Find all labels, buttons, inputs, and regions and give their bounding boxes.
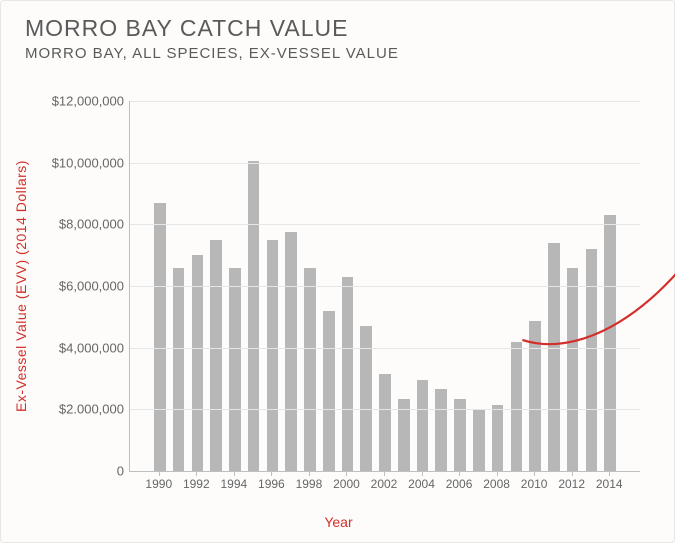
bar-2012 [567,268,579,472]
gridline [130,348,640,349]
y-tick-label: $6,000,000 [24,279,124,294]
x-tick-label: 2014 [596,477,623,491]
bar-1999 [323,311,335,471]
x-tick-label: 1994 [220,477,247,491]
x-tick-label: 2004 [408,477,435,491]
gridline [130,224,640,225]
bar-1990 [154,203,166,471]
x-tick-mark [572,471,573,476]
bar-1992 [192,255,204,471]
x-tick-mark [271,471,272,476]
y-tick-label: $12,000,000 [24,94,124,109]
x-tick-label: 1992 [183,477,210,491]
y-tick-label: $8,000,000 [24,217,124,232]
x-tick-mark [609,471,610,476]
chart-area: Ex-Vessel Value (EVV) (2014 Dollars) 0$2… [1,81,675,536]
x-tick-mark [309,471,310,476]
bar-2010 [529,321,541,471]
x-tick-label: 2000 [333,477,360,491]
x-tick-label: 2002 [371,477,398,491]
y-tick-label: $2.000,000 [24,402,124,417]
bar-1994 [229,268,241,472]
x-axis-title: Year [1,514,675,530]
x-tick-label: 1998 [296,477,323,491]
x-tick-mark [234,471,235,476]
gridline [130,163,640,164]
x-tick-mark [459,471,460,476]
bar-2013 [586,249,598,471]
bar-2000 [342,277,354,471]
chart-subtitle: MORRO BAY, ALL SPECIES, EX-VESSEL VALUE [25,45,399,62]
gridline [130,101,640,102]
x-tick-mark [384,471,385,476]
chart-title: MORRO BAY CATCH VALUE [25,15,348,42]
bar-2005 [435,389,447,471]
bar-1991 [173,268,185,472]
y-tick-label: 0 [24,464,124,479]
x-tick-label: 2010 [521,477,548,491]
x-tick-mark [534,471,535,476]
x-tick-mark [422,471,423,476]
bar-1995 [248,161,260,471]
x-tick-label: 2012 [558,477,585,491]
bar-1996 [267,240,279,471]
x-tick-mark [346,471,347,476]
bar-2009 [511,342,523,472]
bar-2014 [604,215,616,471]
bar-1998 [304,268,316,472]
chart-card: MORRO BAY CATCH VALUE MORRO BAY, ALL SPE… [0,0,675,543]
x-tick-label: 2008 [483,477,510,491]
x-tick-label: 2006 [446,477,473,491]
bar-2007 [473,409,485,471]
gridline [130,409,640,410]
bar-1993 [210,240,222,471]
gridline [130,286,640,287]
bar-2004 [417,380,429,471]
plot-area [129,101,640,472]
x-tick-mark [497,471,498,476]
y-tick-label: $4,000,000 [24,340,124,355]
x-tick-label: 1996 [258,477,285,491]
bar-1997 [285,232,297,471]
x-tick-mark [196,471,197,476]
x-tick-label: 1990 [145,477,172,491]
bar-2008 [492,405,504,471]
y-tick-label: $10,000,000 [24,155,124,170]
bar-2002 [379,374,391,471]
bar-2011 [548,243,560,471]
x-tick-mark [159,471,160,476]
